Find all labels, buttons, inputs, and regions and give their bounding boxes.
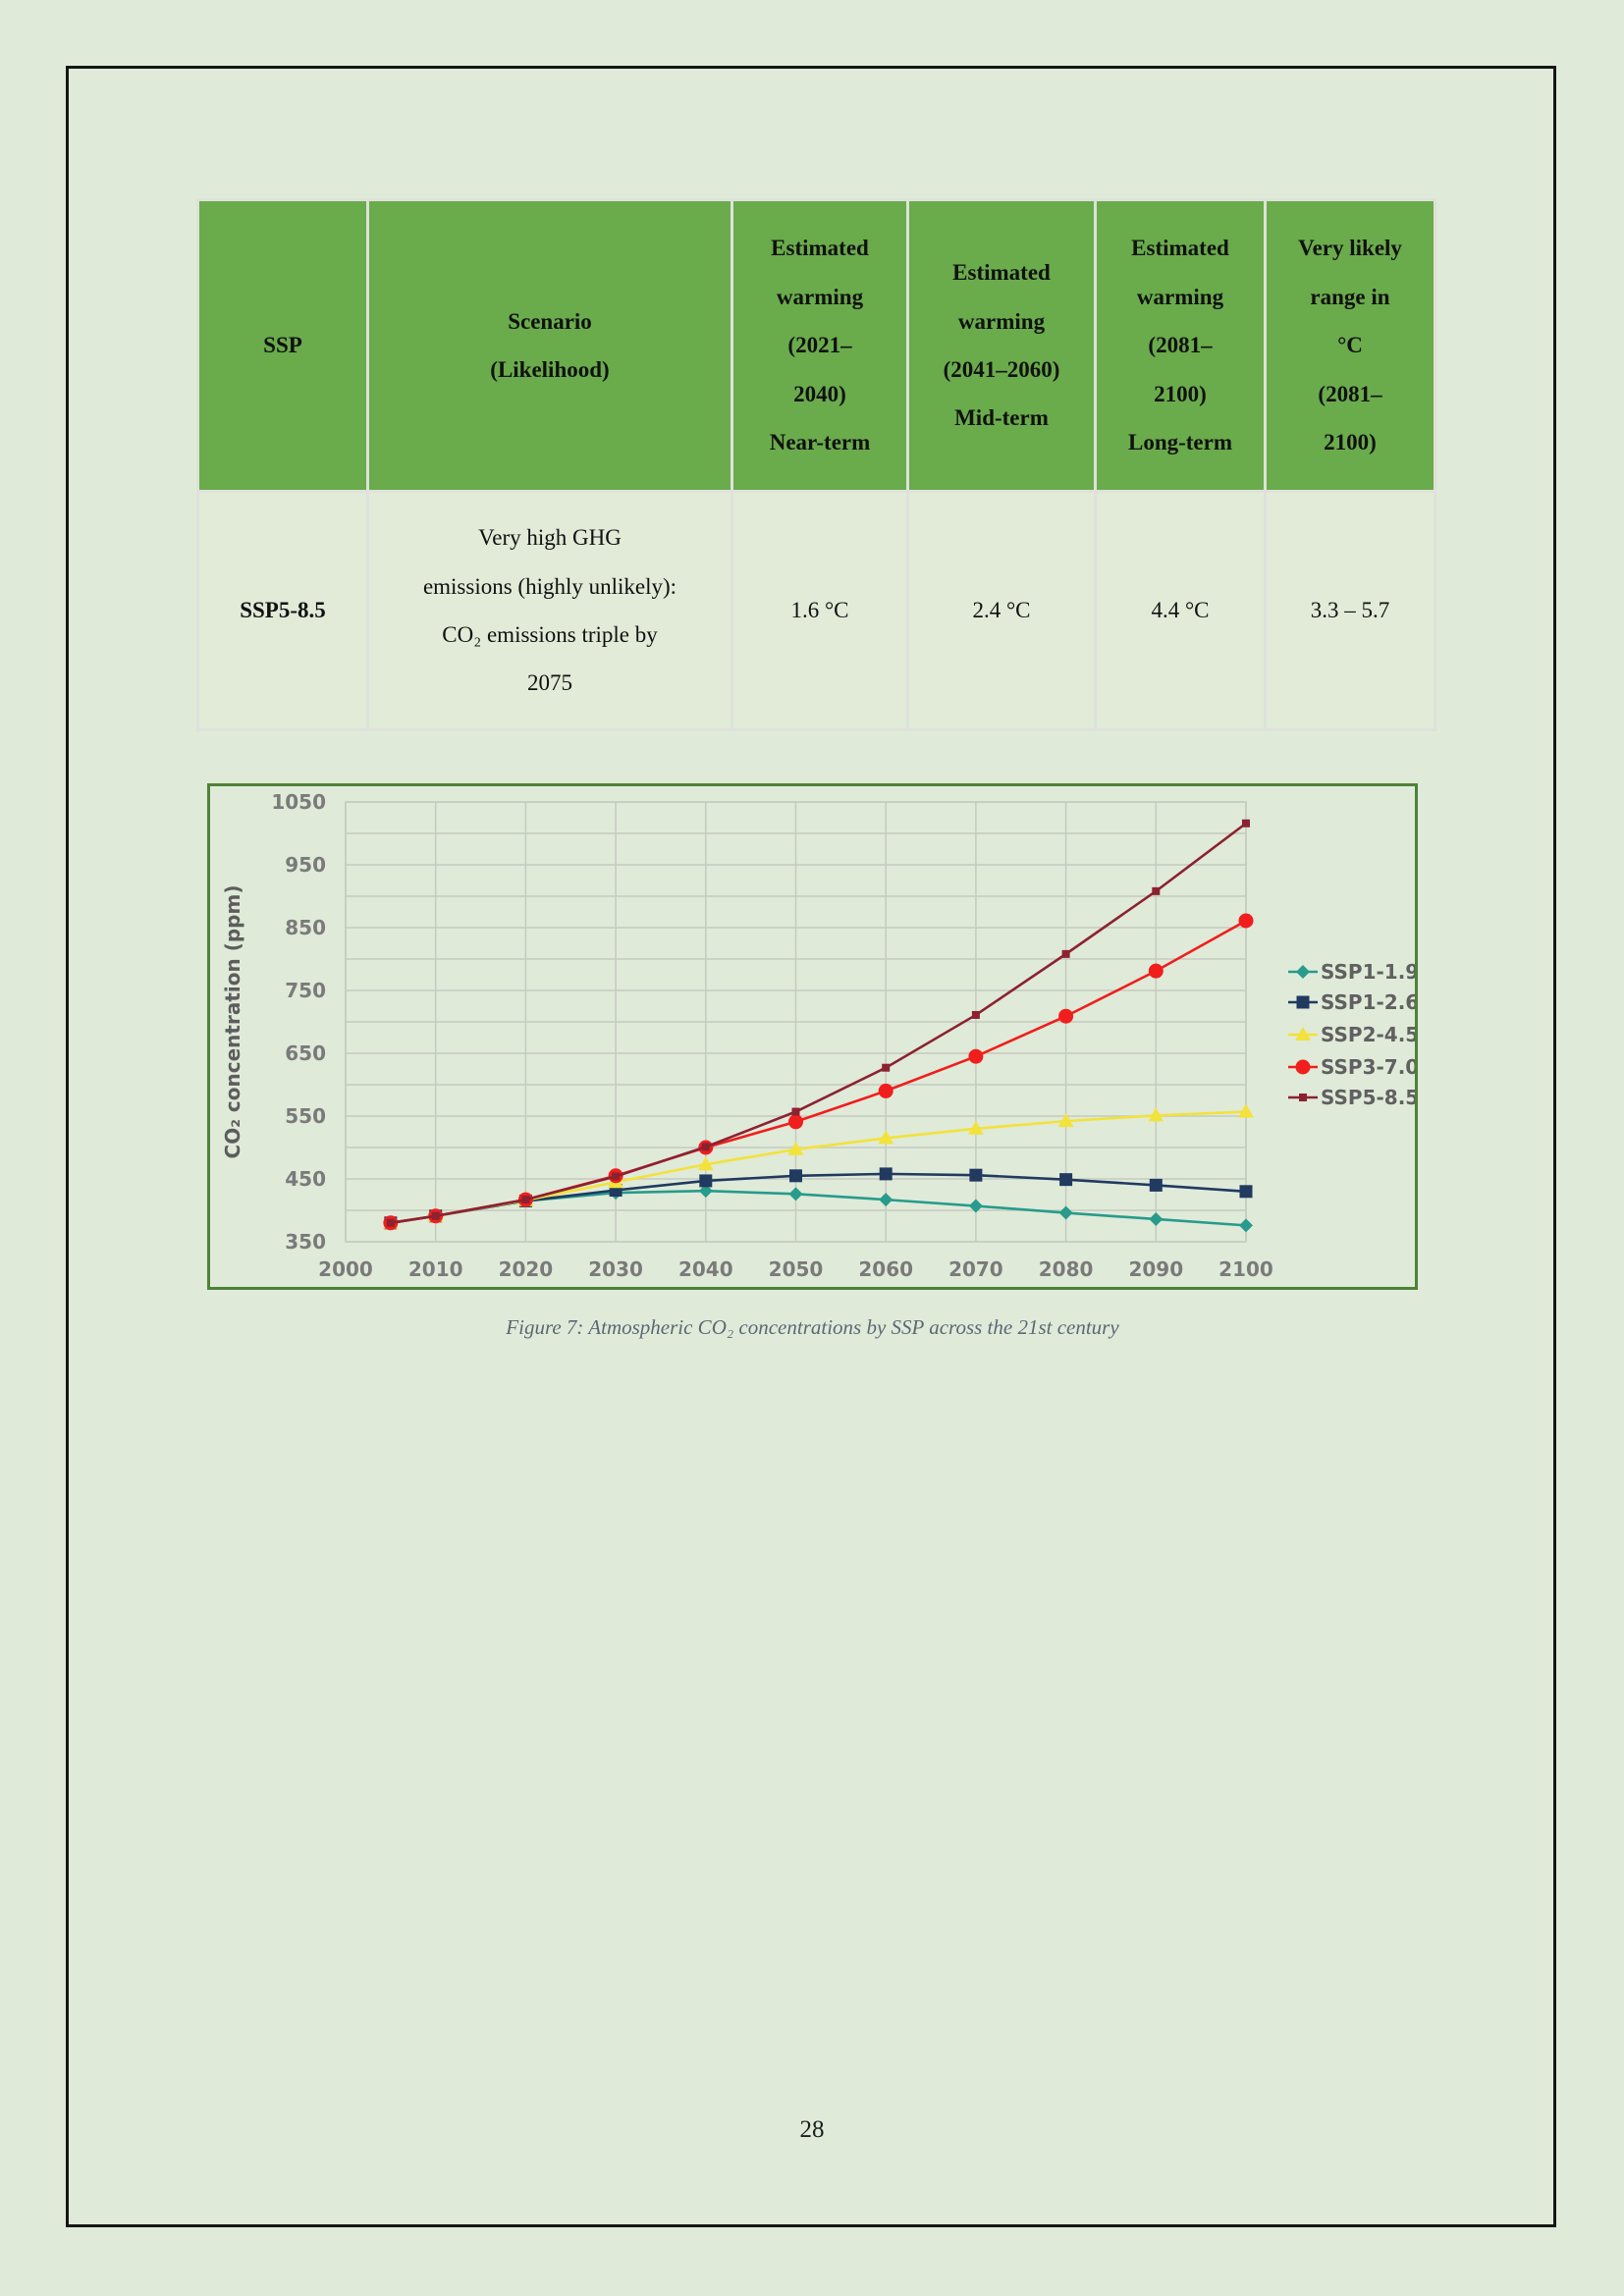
header-cell-range: Very likely range in °C (2081– 2100) (1267, 201, 1434, 490)
header-cell-ssp: SSP (199, 201, 366, 490)
svg-text:750: 750 (285, 979, 326, 1002)
figure7-chart-panel: 350 450 550 650 750 850 950 1050 2000 2010 2020 203… (207, 783, 1418, 1290)
co2-line-chart: 350 450 550 650 750 850 950 1050 2000 2010 2020 203… (221, 790, 1415, 1281)
cell-ssp-id: SSP5-8.5 (199, 493, 366, 728)
svg-text:SSP2-4.5: SSP2-4.5 (1321, 1023, 1415, 1046)
cell-mid-term-warming: 2.4 °C (909, 493, 1094, 728)
svg-text:SSP3-7.0: SSP3-7.0 (1321, 1055, 1415, 1079)
svg-text:CO₂ concentration (ppm): CO₂ concentration (ppm) (221, 885, 244, 1159)
figure7-caption: Figure 7: Atmospheric CO₂ concentrations… (506, 1315, 1119, 1339)
svg-text:950: 950 (285, 853, 326, 877)
svg-text:2090: 2090 (1128, 1257, 1183, 1281)
svg-text:2050: 2050 (769, 1257, 824, 1281)
svg-text:2060: 2060 (858, 1257, 913, 1281)
ssp-scenario-table: SSP Scenario (Likelihood) Estimated warm… (196, 198, 1436, 731)
svg-text:450: 450 (285, 1167, 326, 1191)
ssp-table-header-row: SSP Scenario (Likelihood) Estimated warm… (199, 201, 1434, 490)
svg-text:2100: 2100 (1218, 1257, 1273, 1281)
svg-text:2070: 2070 (948, 1257, 1003, 1281)
svg-text:1050: 1050 (271, 790, 326, 814)
svg-text:SSP1-2.6: SSP1-2.6 (1321, 990, 1415, 1014)
svg-text:350: 350 (285, 1230, 326, 1254)
svg-text:2020: 2020 (499, 1257, 554, 1281)
svg-text:2080: 2080 (1039, 1257, 1094, 1281)
svg-text:SSP1-1.9: SSP1-1.9 (1321, 960, 1415, 984)
svg-text:550: 550 (285, 1104, 326, 1128)
cell-long-term-warming: 4.4 °C (1097, 493, 1264, 728)
svg-text:2010: 2010 (408, 1257, 463, 1281)
svg-text:850: 850 (285, 916, 326, 939)
svg-text:2030: 2030 (588, 1257, 643, 1281)
header-cell-scenario: Scenario (Likelihood) (369, 201, 731, 490)
svg-text:2000: 2000 (318, 1257, 373, 1281)
svg-text:650: 650 (285, 1041, 326, 1065)
header-cell-near-term: Estimated warming (2021– 2040) Near-term (733, 201, 906, 490)
page-border-frame (66, 66, 1556, 2227)
page-number: 28 (799, 2116, 825, 2143)
svg-text:2040: 2040 (678, 1257, 733, 1281)
ssp-table-data-row: SSP5-8.5 Very high GHG emissions (highly… (199, 493, 1434, 728)
header-cell-mid-term: Estimated warming (2041–2060) Mid-term (909, 201, 1094, 490)
cell-near-term-warming: 1.6 °C (733, 493, 906, 728)
header-cell-long-term: Estimated warming (2081– 2100) Long-term (1097, 201, 1264, 490)
cell-scenario: Very high GHG emissions (highly unlikely… (369, 493, 731, 728)
cell-very-likely-range: 3.3 – 5.7 (1267, 493, 1434, 728)
svg-text:SSP5-8.5: SSP5-8.5 (1321, 1086, 1415, 1109)
